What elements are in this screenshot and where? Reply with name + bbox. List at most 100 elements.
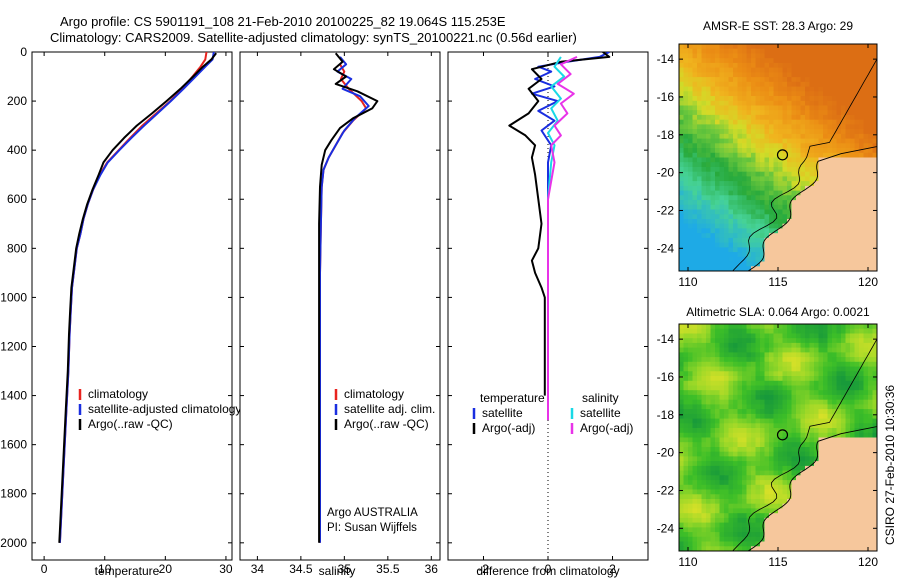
map-cell: [836, 152, 842, 159]
map-cell: [773, 342, 779, 349]
map-cell: [809, 133, 815, 140]
map-cell: [724, 541, 730, 547]
map-cell: [764, 171, 770, 177]
map-cell: [710, 404, 716, 410]
map-cell: [719, 143, 725, 149]
map-cell: [683, 470, 689, 476]
map-cell: [800, 442, 806, 448]
map-cell: [701, 133, 707, 140]
map-cell: [679, 157, 685, 163]
map-cell: [800, 394, 806, 401]
map-cell: [683, 390, 689, 396]
map-cell: [863, 96, 869, 102]
map-cell: [760, 361, 766, 368]
map-cell: [832, 409, 838, 415]
map-cell: [733, 114, 739, 121]
map-cell: [778, 195, 784, 201]
map-cell: [845, 233, 851, 239]
map-cell: [733, 195, 739, 201]
map-cell: [814, 324, 820, 330]
map-cell: [715, 124, 721, 130]
map-cell: [845, 209, 851, 215]
map-cell: [742, 195, 748, 201]
map-cell: [782, 167, 788, 173]
map-cell: [773, 461, 779, 467]
map-cell: [751, 242, 757, 248]
map-cell: [836, 81, 842, 88]
map-cell: [755, 223, 761, 229]
map-cell: [755, 200, 761, 206]
map-cell: [728, 399, 734, 405]
map-cell: [710, 114, 716, 121]
map-cell: [805, 489, 811, 495]
map-cell: [823, 432, 829, 439]
map-cell: [679, 114, 685, 121]
map-cell: [863, 105, 869, 111]
map-cell: [746, 143, 752, 149]
map-cell: [850, 357, 856, 363]
map-cell: [859, 266, 865, 271]
map-cell: [706, 499, 712, 505]
map-cell: [719, 181, 725, 187]
map-cell: [728, 81, 734, 88]
map-cell: [746, 418, 752, 424]
map-cell: [697, 266, 703, 271]
map-cell: [827, 209, 833, 215]
map-cell: [818, 409, 824, 415]
map-cell: [679, 129, 685, 135]
map-cell: [832, 333, 838, 339]
map-cell: [863, 119, 869, 125]
map-cell: [854, 67, 860, 73]
map-cell: [692, 266, 698, 271]
map-cell: [760, 181, 766, 187]
coastline: [747, 146, 877, 271]
map-cell: [764, 513, 770, 519]
map-cell: [769, 357, 775, 363]
map-cell: [746, 86, 752, 92]
map-cell: [782, 442, 788, 448]
map-cell: [845, 470, 851, 476]
map-cell: [679, 214, 685, 220]
map-cell: [728, 228, 734, 234]
map-cell: [742, 200, 748, 206]
map-cell: [782, 503, 788, 509]
map-cell: [854, 100, 860, 107]
map-cell: [814, 522, 820, 528]
map-cell: [809, 399, 815, 405]
map-cell: [800, 423, 806, 429]
map-cell: [818, 465, 824, 472]
map-cell: [769, 204, 775, 211]
map-cell: [796, 242, 802, 248]
map-cell: [751, 200, 757, 206]
map-cell: [742, 143, 748, 149]
map-cell: [724, 252, 730, 258]
map-cell: [746, 204, 752, 211]
map-cell: [746, 385, 752, 391]
map-cell: [832, 219, 838, 225]
map-cell: [800, 333, 806, 339]
map-cell: [778, 423, 784, 429]
map-cell: [692, 148, 698, 154]
map-cell: [724, 371, 730, 377]
map-cell: [845, 256, 851, 263]
map-cell: [872, 532, 877, 538]
map-cell: [715, 143, 721, 149]
map-cell: [733, 171, 739, 177]
map-cell: [724, 503, 730, 509]
map-cell: [683, 399, 689, 405]
map-cell: [859, 86, 865, 92]
map-cell: [782, 261, 788, 267]
map-cell: [746, 371, 752, 377]
map-cell: [733, 86, 739, 92]
map-cell: [868, 357, 874, 363]
map-cell: [782, 214, 788, 220]
map-cell: [688, 124, 694, 130]
map-cell: [679, 228, 685, 234]
map-cell: [845, 58, 851, 64]
map-cell: [710, 342, 716, 349]
map-cell: [850, 81, 856, 88]
map-cell: [814, 333, 820, 339]
map-cell: [728, 503, 734, 509]
map-cell: [827, 62, 833, 69]
map-cell: [701, 461, 707, 467]
